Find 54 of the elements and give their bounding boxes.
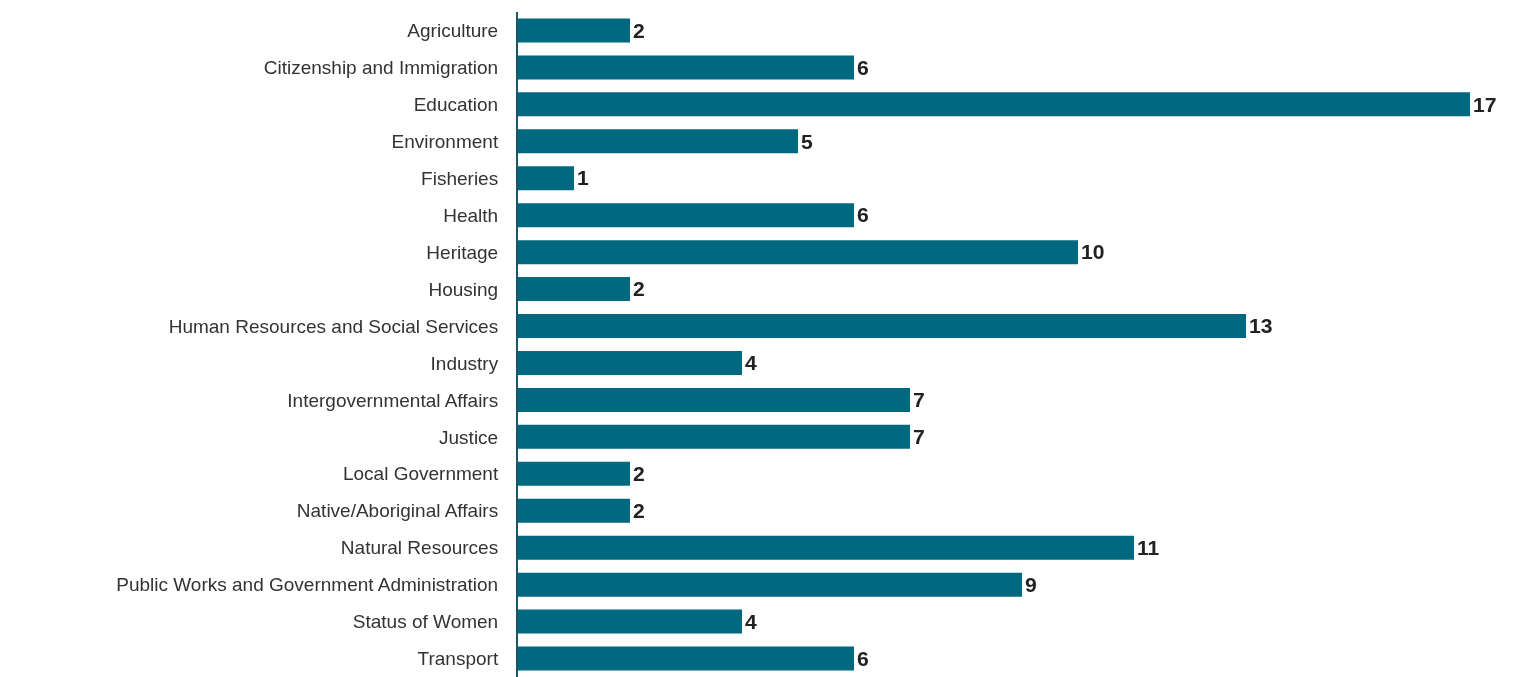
bar xyxy=(518,166,574,191)
bar xyxy=(518,387,910,412)
y-tick-label: Justice xyxy=(439,426,499,448)
y-tick-label: Native/Aboriginal Affairs xyxy=(296,500,499,522)
y-tick-label: Heritage xyxy=(426,241,499,263)
bar xyxy=(518,277,630,302)
bar xyxy=(518,92,1470,117)
y-tick-label: Fisheries xyxy=(421,167,499,189)
data-label: 2 xyxy=(633,462,645,486)
y-tick-label: Agriculture xyxy=(407,20,499,42)
y-tick-label: Citizenship and Immigration xyxy=(263,57,499,79)
data-label: 11 xyxy=(1137,535,1160,559)
data-label: 10 xyxy=(1081,240,1105,264)
y-tick-label: Natural Resources xyxy=(340,537,499,559)
bar xyxy=(518,646,854,671)
y-tick-label: Intergovernmental Affairs xyxy=(287,389,499,411)
bar xyxy=(518,535,1134,560)
data-label: 4 xyxy=(745,609,758,633)
data-label: 4 xyxy=(745,351,758,375)
data-label: 6 xyxy=(857,55,869,79)
y-tick-label: Environment xyxy=(391,130,499,152)
bar xyxy=(518,572,1022,597)
bar xyxy=(518,203,854,228)
data-label: 2 xyxy=(633,18,645,42)
bar xyxy=(518,350,742,375)
bar xyxy=(518,498,630,523)
y-tick-label: Housing xyxy=(428,278,499,300)
data-label: 9 xyxy=(1025,572,1037,596)
y-tick-label: Health xyxy=(443,204,499,226)
bar xyxy=(518,129,798,154)
data-label: 1 xyxy=(577,166,590,190)
y-tick-label: Status of Women xyxy=(352,611,499,633)
y-tick-label: Local Government xyxy=(342,463,499,485)
data-label: 2 xyxy=(633,498,645,522)
data-label: 13 xyxy=(1249,314,1273,338)
bar xyxy=(518,609,742,634)
data-label: 2 xyxy=(633,277,645,301)
bar xyxy=(518,240,1078,265)
bar xyxy=(518,424,910,449)
data-label: 5 xyxy=(801,129,814,153)
bar xyxy=(518,18,630,43)
y-tick-label: Public Works and Government Administration xyxy=(116,574,499,596)
bar xyxy=(518,55,854,80)
data-label: 7 xyxy=(913,388,925,412)
data-label: 17 xyxy=(1473,92,1497,116)
data-label: 6 xyxy=(857,646,869,670)
bar xyxy=(518,461,630,486)
data-label: 7 xyxy=(913,425,925,449)
y-tick-label: Industry xyxy=(430,352,499,374)
data-label: 6 xyxy=(857,203,869,227)
bar xyxy=(518,314,1246,339)
y-tick-label: Education xyxy=(413,94,499,116)
y-tick-label: Human Resources and Social Services xyxy=(168,315,499,337)
y-tick-label: Transport xyxy=(417,648,499,670)
